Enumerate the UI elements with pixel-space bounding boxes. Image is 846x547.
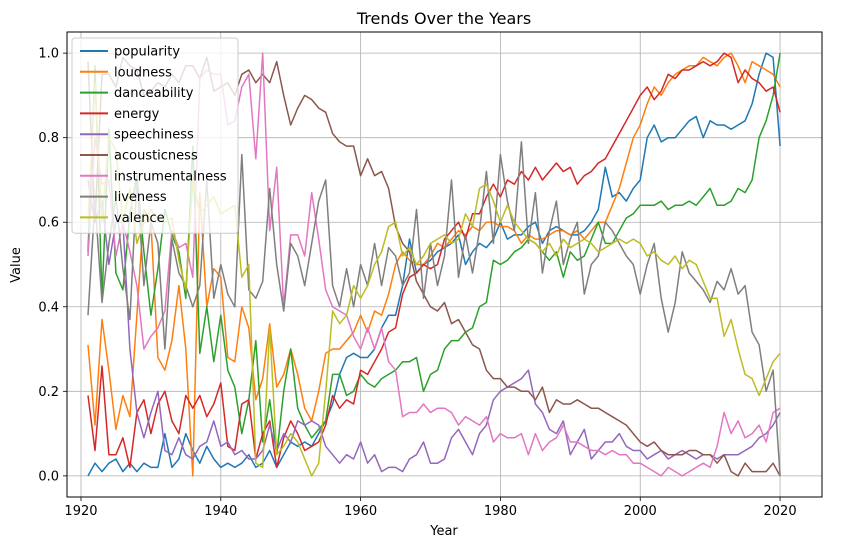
legend-label: danceability bbox=[114, 86, 194, 101]
x-tick-label: 2000 bbox=[624, 504, 657, 519]
y-tick-label: 1.0 bbox=[38, 47, 59, 62]
y-tick-label: 0.6 bbox=[38, 216, 59, 231]
x-tick-label: 1980 bbox=[484, 504, 517, 519]
x-tick-label: 1960 bbox=[344, 504, 377, 519]
legend-label: popularity bbox=[114, 45, 180, 60]
legend-label: instrumentalness bbox=[114, 169, 227, 184]
legend: popularity loudness danceability energy spee… bbox=[71, 37, 239, 234]
series-line-speechiness bbox=[87, 179, 781, 473]
series-line-popularity bbox=[87, 52, 781, 477]
y-tick-label: 0.4 bbox=[38, 300, 59, 315]
plot-frame bbox=[66, 31, 823, 498]
legend-label: valence bbox=[114, 211, 165, 226]
legend-label: loudness bbox=[114, 65, 172, 80]
x-tick-label: 2020 bbox=[764, 504, 797, 519]
y-tick-label: 0.0 bbox=[38, 469, 59, 484]
series-line-loudness bbox=[87, 52, 781, 477]
legend-label: speechiness bbox=[114, 128, 194, 143]
y-tick-label: 0.2 bbox=[38, 385, 59, 400]
series-line-danceability bbox=[87, 52, 781, 456]
y-tick-label: 0.8 bbox=[38, 131, 59, 146]
x-tick-label: 1920 bbox=[64, 504, 97, 519]
x-tick-label: 1940 bbox=[204, 504, 237, 519]
x-axis: 1920 1940 1960 1980 2000 2020 bbox=[64, 497, 797, 519]
legend-label: acousticness bbox=[114, 149, 198, 164]
chart-title: Trends Over the Years bbox=[356, 9, 531, 28]
legend-box bbox=[71, 37, 239, 234]
y-axis: 0.0 0.2 0.4 0.6 0.8 1.0 bbox=[38, 47, 67, 484]
x-axis-label: Year bbox=[429, 524, 458, 539]
legend-label: energy bbox=[114, 107, 160, 122]
legend-label: liveness bbox=[114, 190, 167, 205]
y-axis-label: Value bbox=[9, 247, 24, 283]
